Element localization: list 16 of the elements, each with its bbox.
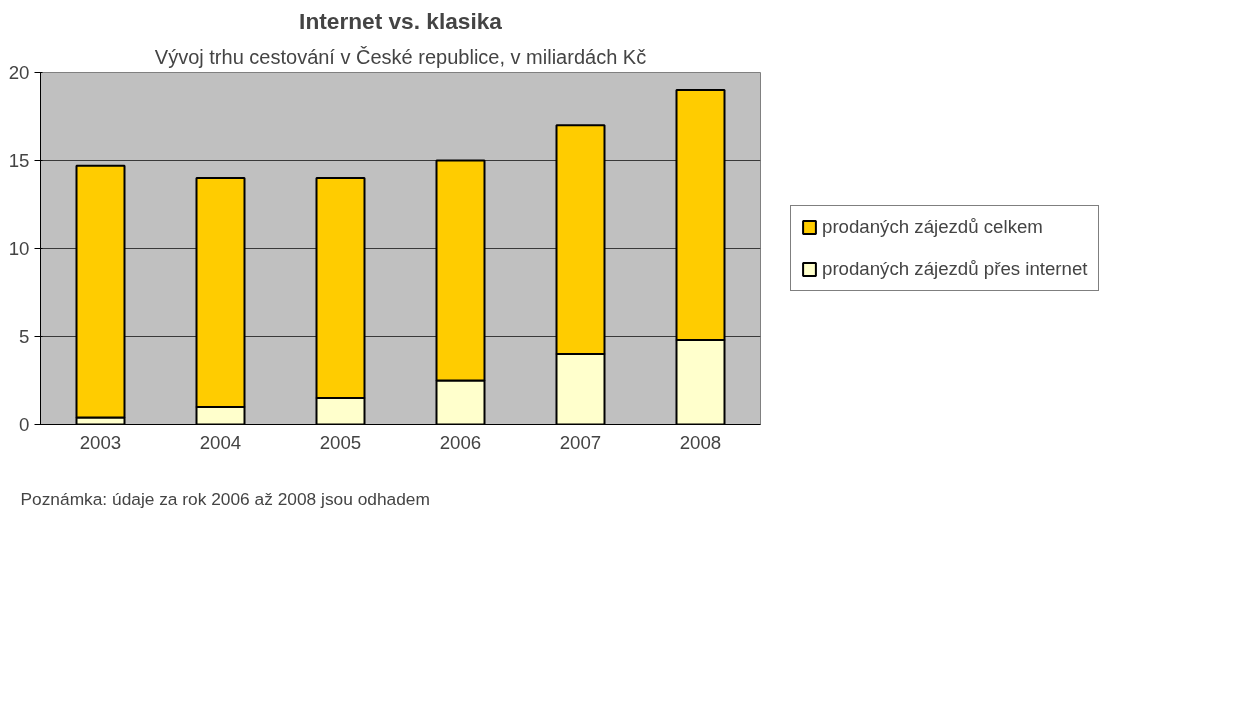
y-tick-label: 10 [8,238,30,259]
y-tick-label: 5 [19,326,30,347]
y-tick-label: 20 [8,62,30,83]
legend-label: prodaných zájezdů celkem [822,216,1043,238]
x-tick-label: 2004 [199,431,242,453]
x-tick-label: 2007 [559,431,602,453]
chart-title: Internet vs. klasika [299,7,503,34]
y-tick-label: 0 [19,414,30,435]
legend-label: prodaných zájezdů přes internet [822,258,1088,280]
text: Poznámka: údaje za rok 2006 až 2008 jsou odhadem [20,488,430,509]
x-tick-label: 2006 [439,431,482,453]
x-tick-label: 2005 [319,431,362,453]
x-tick-label: 2003 [79,431,122,453]
y-tick-label: 15 [8,150,30,171]
x-tick-label: 2008 [679,431,722,453]
chart-subtitle: Vývoj trhu cestování v České republice, v miliardách Kč [154,45,647,68]
